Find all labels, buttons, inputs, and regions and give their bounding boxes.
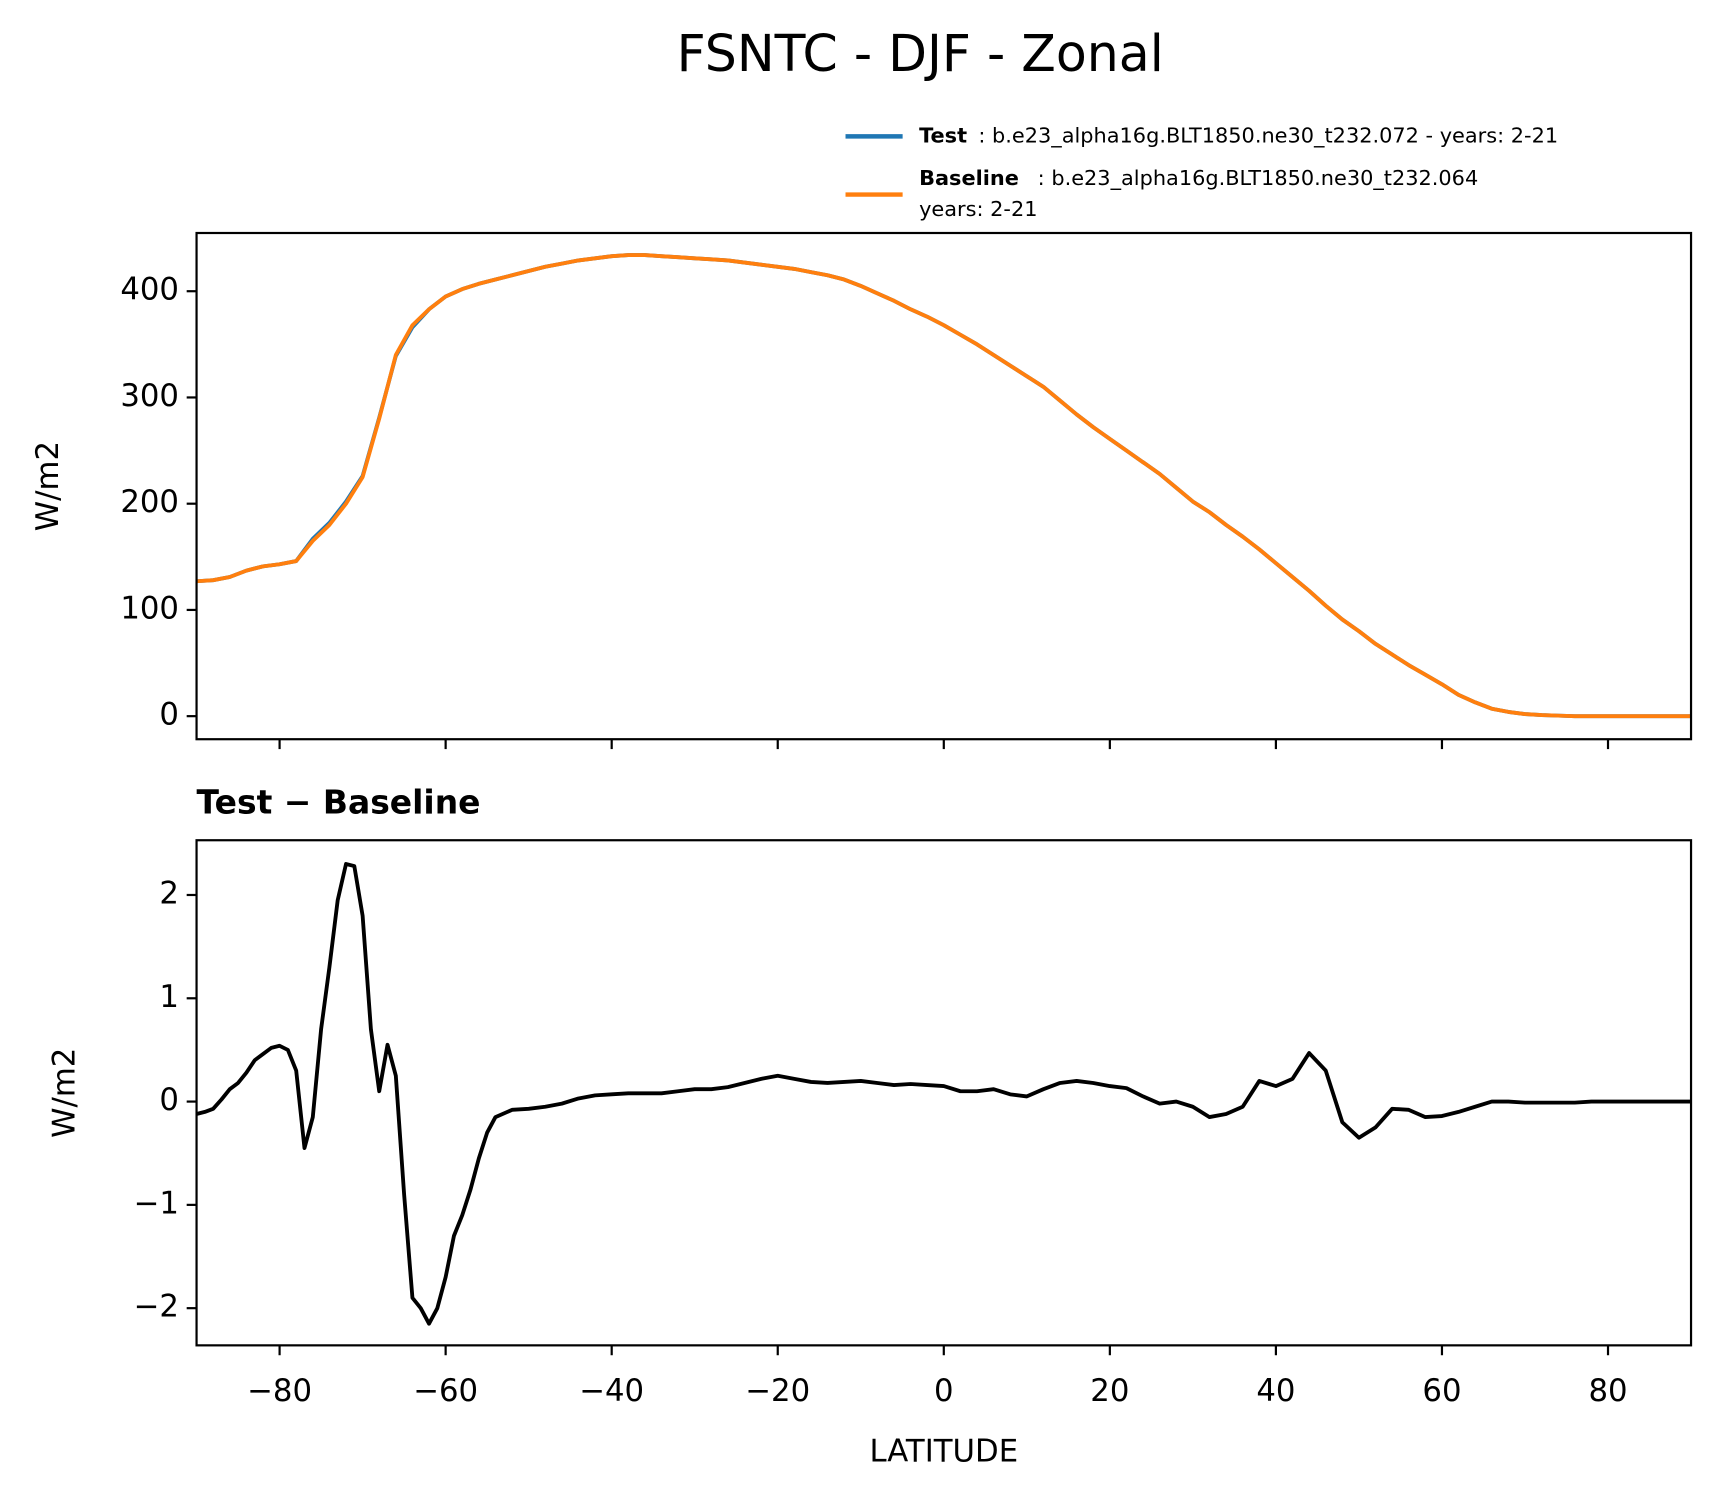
y-tick-label: 1: [159, 979, 179, 1015]
plot-frame: [195, 839, 1693, 1347]
y-tick-label: −2: [134, 1289, 179, 1325]
y-tick-label: 300: [120, 378, 179, 414]
x-tick-label: −60: [413, 1373, 478, 1409]
plot-frame: [195, 231, 1693, 741]
x-tick-label: −40: [579, 1373, 644, 1409]
legend-name: Test: [919, 123, 967, 147]
y-tick-label: 400: [120, 272, 179, 308]
legend-name: Baseline: [919, 166, 1019, 190]
x-tick-label: 40: [1256, 1373, 1295, 1409]
x-tick-label: −80: [247, 1373, 312, 1409]
y-tick-label: 0: [159, 1082, 179, 1118]
y-tick-label: 0: [159, 697, 179, 733]
legend-text: : b.e23_alpha16g.BLT1850.ne30_t232.064: [1038, 166, 1479, 191]
x-axis-label: LATITUDE: [869, 1433, 1018, 1469]
y-tick-label: 100: [120, 590, 179, 626]
x-tick-label: 0: [934, 1373, 954, 1409]
y-tick-label: 2: [159, 875, 179, 911]
data-line: [196, 253, 1692, 719]
x-tick-label: −20: [745, 1373, 810, 1409]
subplot-title: Test − Baseline: [197, 783, 481, 822]
legend-text: years: 2-21: [919, 197, 1037, 221]
y-tick-label: 200: [120, 484, 179, 520]
chart-title: FSNTC - DJF - Zonal: [677, 24, 1164, 83]
y-tick-label: −1: [134, 1185, 179, 1221]
x-tick-label: 80: [1588, 1373, 1627, 1409]
y-axis-label: W/m2: [30, 441, 66, 531]
data-line: [196, 862, 1692, 1326]
x-tick-label: 60: [1422, 1373, 1461, 1409]
x-tick-label: 20: [1090, 1373, 1129, 1409]
legend-text: : b.e23_alpha16g.BLT1850.ne30_t232.072 -…: [978, 123, 1558, 148]
y-axis-label: W/m2: [46, 1048, 82, 1138]
